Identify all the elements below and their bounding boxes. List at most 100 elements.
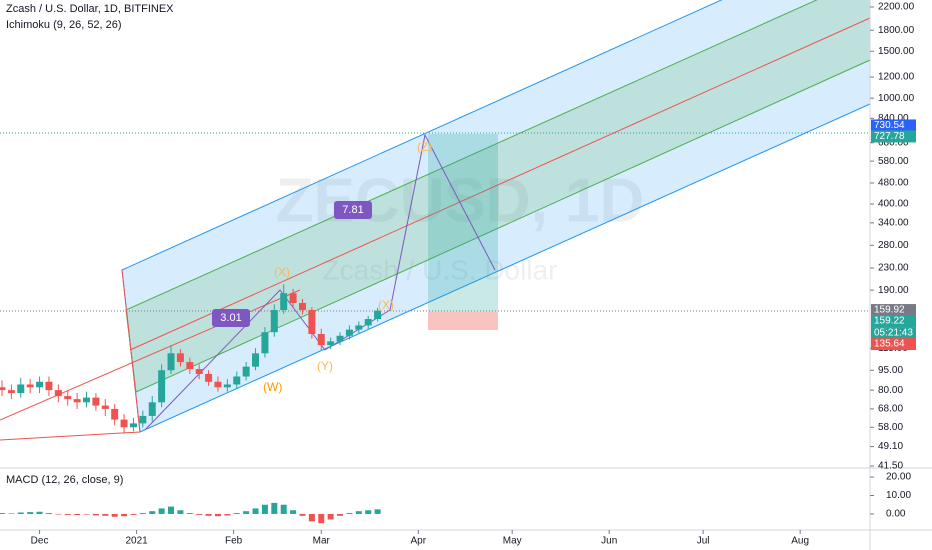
- macd-bar: [308, 513, 315, 522]
- macd-bar: [327, 513, 334, 520]
- macd-bar: [261, 504, 268, 514]
- y-tick-label: 1800.00: [878, 25, 915, 36]
- macd-title: MACD (12, 26, close, 9): [6, 474, 123, 486]
- candle-body: [73, 399, 81, 403]
- macd-bar: [374, 509, 381, 514]
- macd-bar: [243, 511, 250, 514]
- macd-bar: [346, 513, 353, 514]
- macd-bar: [130, 513, 137, 515]
- candle-body: [242, 366, 250, 377]
- macd-bar: [318, 513, 325, 524]
- candle-body: [26, 384, 34, 388]
- candle-body: [374, 310, 382, 320]
- macd-bar: [186, 513, 193, 514]
- x-tick-label: Apr: [411, 536, 427, 547]
- candle-body: [270, 309, 278, 333]
- macd-bar: [17, 512, 24, 514]
- candle-body: [280, 293, 288, 310]
- channel-handle: [121, 269, 141, 433]
- candle-body: [327, 341, 335, 346]
- macd-bar: [36, 511, 43, 514]
- wave-label: (X): [378, 298, 394, 312]
- candle-body: [364, 319, 372, 326]
- y-tick-label: 49.10: [878, 441, 903, 452]
- candle-body: [345, 329, 353, 336]
- candle-body: [7, 390, 15, 394]
- ratio-label: 7.81: [342, 204, 363, 216]
- channel-median: [129, 17, 871, 351]
- macd-bar: [224, 513, 231, 516]
- macd-bar: [92, 513, 99, 516]
- macd-bar: [271, 502, 278, 514]
- watermark: ZECUSD, 1D: [276, 166, 645, 235]
- wave-label: (Y): [317, 359, 333, 373]
- wave-label: (Z): [417, 140, 432, 154]
- wave-label: (W): [263, 380, 282, 394]
- chart-title: Zcash / U.S. Dollar, 1D, BITFINEX: [6, 3, 174, 15]
- macd-bar: [45, 513, 52, 514]
- macd-bar: [64, 513, 71, 515]
- ratio-box: [212, 309, 250, 327]
- macd-bar: [158, 508, 165, 514]
- y-tick-label: 480.00: [878, 178, 909, 189]
- price-label: 159.22: [874, 316, 905, 327]
- x-tick-label: 2021: [125, 536, 148, 547]
- trend-line: [0, 289, 301, 421]
- candle-body: [205, 373, 213, 382]
- y-tick-label: 280.00: [878, 240, 909, 251]
- y-tick-label: 1500.00: [878, 46, 915, 57]
- price-label: 159.92: [874, 305, 905, 316]
- macd-tick-label: 0.00: [886, 509, 906, 520]
- y-tick-label: 95.00: [878, 365, 903, 376]
- candle-body: [167, 353, 175, 371]
- candle-body: [64, 396, 72, 400]
- macd-bar: [337, 513, 344, 516]
- stop-zone: [428, 312, 498, 330]
- macd-bar: [205, 513, 212, 516]
- candle-body: [111, 408, 119, 420]
- candle-body: [158, 370, 166, 403]
- macd-bar: [74, 513, 81, 516]
- y-tick-label: 840.00: [878, 113, 909, 124]
- macd-bar: [233, 513, 240, 514]
- price-label-box: [871, 315, 916, 328]
- candle-body: [0, 387, 6, 391]
- x-tick-label: May: [503, 536, 522, 547]
- price-label: 730.54: [874, 120, 905, 131]
- candle-body: [36, 381, 44, 388]
- ratio-label: 3.01: [220, 312, 241, 324]
- macd-bar: [55, 513, 62, 515]
- y-tick-label: 1200.00: [878, 72, 915, 83]
- macd-tick-label: 20.00: [886, 472, 911, 483]
- macd-bar: [139, 513, 146, 514]
- macd-bar: [196, 513, 203, 515]
- candle-body: [45, 381, 53, 391]
- wave-path: [144, 133, 496, 431]
- candle-body: [176, 353, 184, 363]
- macd-bar: [252, 508, 259, 514]
- candle-body: [54, 390, 62, 397]
- candle-body: [308, 309, 316, 335]
- macd-tick-label: 10.00: [886, 490, 911, 501]
- macd-bar: [355, 511, 362, 514]
- y-tick-label: 80.00: [878, 385, 903, 396]
- macd-bar: [299, 513, 306, 516]
- y-tick-label: 41.50: [878, 461, 903, 472]
- indicator-label: Ichimoku (9, 26, 52, 26): [6, 19, 122, 31]
- candle-body: [129, 423, 137, 428]
- candle-body: [186, 362, 194, 370]
- candle-body: [223, 384, 231, 388]
- price-label: 727.78: [874, 131, 905, 142]
- x-tick-label: Jul: [697, 536, 710, 547]
- price-label-box: [871, 338, 916, 351]
- macd-bar: [111, 513, 118, 517]
- macd-bar: [83, 513, 90, 515]
- macd-bar: [290, 510, 297, 514]
- ratio-box: [334, 201, 372, 219]
- price-label: 135.64: [874, 339, 905, 350]
- candle-body: [252, 353, 260, 367]
- macd-bar: [102, 513, 109, 516]
- countdown: 05:21:43: [874, 328, 913, 339]
